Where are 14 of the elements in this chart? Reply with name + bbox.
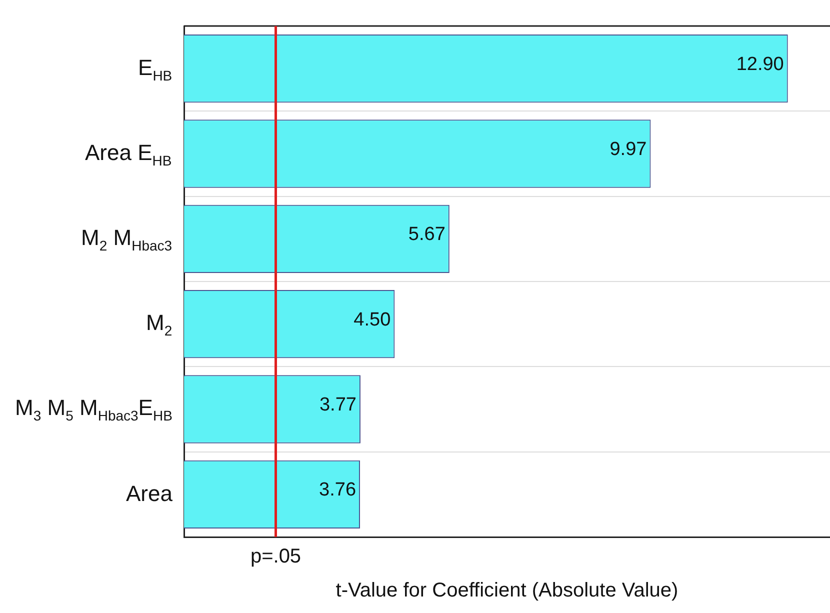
x-axis-title: t-Value for Coefficient (Absolute Value) [336, 580, 678, 602]
data-label: 4.50 [354, 309, 391, 330]
data-label: 3.76 [319, 480, 356, 501]
ref-line-label: p=.05 [250, 546, 302, 568]
data-label: 12.90 [736, 54, 784, 75]
data-label: 5.67 [408, 224, 446, 246]
data-label: 9.97 [610, 138, 647, 160]
y-tick-label: Area E$_{HB}$ [85, 140, 172, 168]
y-tick-label: M$_{3}$ M$_{5}$ M$_{Hbac3}$E$_{HB}$ [15, 395, 172, 424]
data-label: 3.77 [319, 394, 356, 416]
y-tick-label: E$_{HB}$ [138, 54, 172, 83]
y-tick-label: Area [126, 481, 172, 508]
y-tick-label: M$_{2}$ [146, 310, 172, 338]
y-tick-label: M$_{2}$ M$_{Hbac3}$ [81, 224, 172, 254]
